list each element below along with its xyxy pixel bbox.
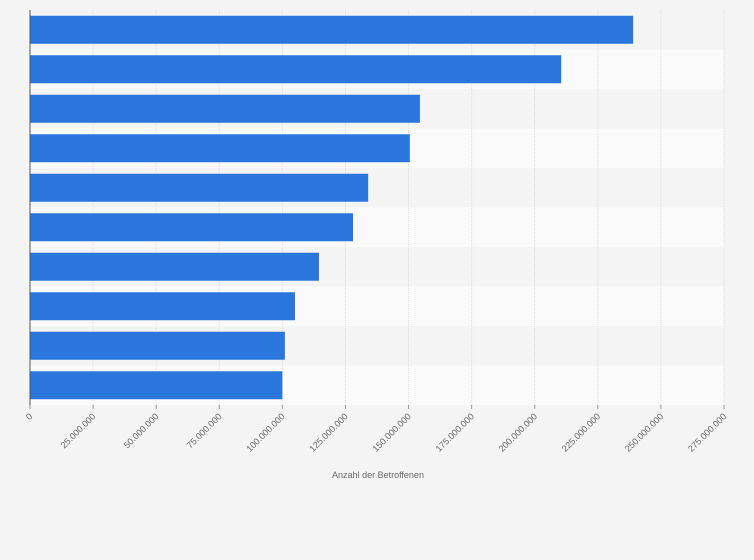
bar-10[interactable] (30, 371, 283, 400)
bar-5[interactable] (30, 173, 369, 202)
bars (30, 15, 634, 400)
bar-3[interactable] (30, 94, 420, 123)
x-tick-label: 0 (24, 411, 35, 422)
bar-9[interactable] (30, 331, 285, 360)
bar-8[interactable] (30, 292, 295, 321)
bar-1[interactable] (30, 15, 634, 44)
bar-6[interactable] (30, 213, 354, 242)
bar-2[interactable] (30, 55, 562, 84)
bar-4[interactable] (30, 134, 410, 163)
x-axis-title: Anzahl der Betroffenen (332, 470, 424, 480)
bar-7[interactable] (30, 252, 319, 281)
